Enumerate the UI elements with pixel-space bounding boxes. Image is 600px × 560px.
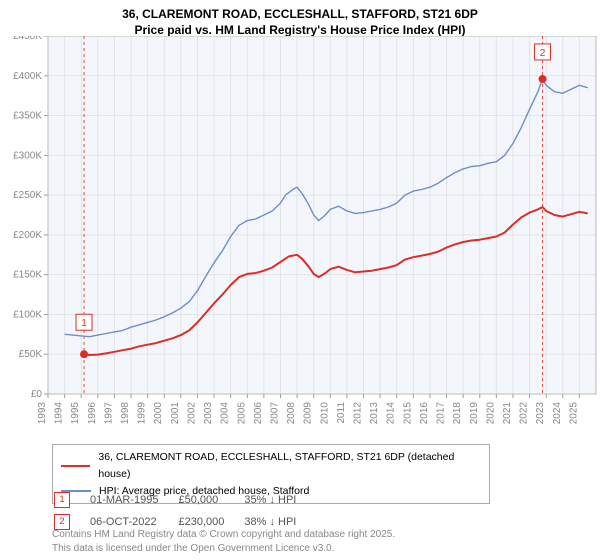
svg-text:2016: 2016 <box>419 402 430 425</box>
svg-text:£250K: £250K <box>13 190 42 201</box>
svg-text:1: 1 <box>81 318 87 329</box>
svg-text:£50K: £50K <box>19 349 43 360</box>
legend-swatch-red <box>61 465 90 467</box>
svg-text:1994: 1994 <box>54 402 65 425</box>
svg-text:2019: 2019 <box>469 402 480 425</box>
svg-text:£100K: £100K <box>13 309 42 320</box>
svg-text:2006: 2006 <box>253 402 264 425</box>
svg-text:1998: 1998 <box>120 402 131 425</box>
svg-text:2014: 2014 <box>386 402 397 425</box>
marker-price: £50,000 <box>178 490 242 510</box>
svg-text:2013: 2013 <box>369 402 380 425</box>
attribution-line1: Contains HM Land Registry data © Crown c… <box>52 528 395 542</box>
svg-text:2005: 2005 <box>236 402 247 425</box>
svg-text:2009: 2009 <box>303 402 314 425</box>
marker-date: 01-MAR-1995 <box>90 490 176 510</box>
svg-text:1995: 1995 <box>70 402 81 425</box>
svg-text:2012: 2012 <box>353 402 364 425</box>
svg-text:2: 2 <box>540 48 546 59</box>
svg-text:2010: 2010 <box>319 402 330 425</box>
svg-text:2023: 2023 <box>535 402 546 425</box>
svg-text:£150K: £150K <box>13 270 42 281</box>
attribution: Contains HM Land Registry data © Crown c… <box>52 528 395 555</box>
svg-text:1999: 1999 <box>137 402 148 425</box>
svg-text:1996: 1996 <box>87 402 98 425</box>
attribution-line2: This data is licensed under the Open Gov… <box>52 542 395 556</box>
svg-text:£400K: £400K <box>13 71 42 82</box>
svg-text:2002: 2002 <box>186 402 197 425</box>
svg-text:2008: 2008 <box>286 402 297 425</box>
svg-text:2018: 2018 <box>452 402 463 425</box>
svg-text:2017: 2017 <box>436 402 447 425</box>
svg-text:£200K: £200K <box>13 230 42 241</box>
svg-text:£450K: £450K <box>13 36 42 42</box>
legend-label: 36, CLAREMONT ROAD, ECCLESHALL, STAFFORD… <box>98 449 481 483</box>
svg-text:£300K: £300K <box>13 150 42 161</box>
svg-text:2004: 2004 <box>220 402 231 425</box>
svg-text:2025: 2025 <box>568 402 579 425</box>
svg-text:2015: 2015 <box>402 402 413 425</box>
svg-text:2000: 2000 <box>153 402 164 425</box>
svg-text:2024: 2024 <box>552 402 563 425</box>
svg-text:2022: 2022 <box>519 402 530 425</box>
svg-text:2007: 2007 <box>269 402 280 425</box>
legend-item: 36, CLAREMONT ROAD, ECCLESHALL, STAFFORD… <box>61 449 481 483</box>
svg-text:2001: 2001 <box>170 402 181 425</box>
svg-text:£0: £0 <box>31 389 43 400</box>
svg-text:2003: 2003 <box>203 402 214 425</box>
chart-canvas: £0 £50K £100K £150K £200K £250K £300K £350K £400… <box>0 36 600 436</box>
svg-text:2011: 2011 <box>336 402 347 424</box>
marker-badge-1: 1 <box>54 492 70 508</box>
chart-title-line1: 36, CLAREMONT ROAD, ECCLESHALL, STAFFORD… <box>0 6 600 22</box>
svg-text:2020: 2020 <box>485 402 496 425</box>
marker-delta: 35% ↓ HPI <box>244 490 314 510</box>
svg-text:1993: 1993 <box>37 402 48 425</box>
svg-text:£350K: £350K <box>13 111 42 122</box>
svg-text:2021: 2021 <box>502 402 513 425</box>
table-row: 1 01-MAR-1995 £50,000 35% ↓ HPI <box>54 490 314 510</box>
svg-text:1997: 1997 <box>103 402 114 425</box>
